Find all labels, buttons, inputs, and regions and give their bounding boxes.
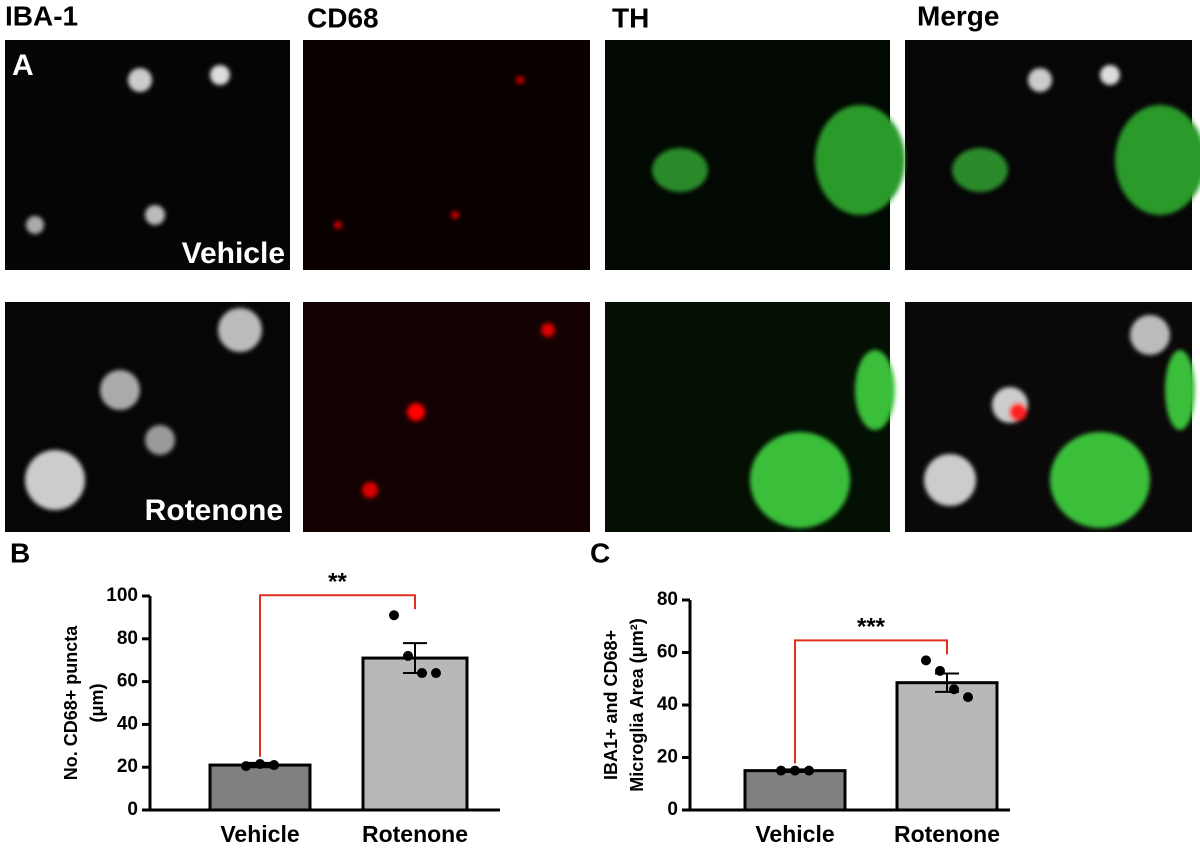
significance-label: *** — [857, 614, 886, 641]
data-point — [804, 765, 814, 776]
y-axis-label: No. CD68+ puncta — [61, 625, 81, 781]
y-tick-label: 60 — [117, 671, 138, 692]
y-axis-label: Microglia Area (μm²) — [627, 618, 647, 791]
y-tick-label: 20 — [117, 756, 138, 777]
data-point — [255, 758, 265, 769]
micrograph — [605, 302, 890, 532]
y-tick-label: 40 — [117, 713, 138, 734]
significance-bracket — [259, 594, 416, 757]
bar — [743, 769, 847, 812]
bar — [895, 681, 999, 812]
row-label: Rotenone — [145, 494, 283, 527]
significance-label: ** — [328, 569, 347, 596]
data-point — [776, 765, 786, 776]
y-tick-label: 80 — [657, 589, 678, 610]
y-tick-label: 60 — [657, 642, 678, 663]
micrograph — [303, 40, 590, 270]
y-tick-label: 0 — [127, 799, 138, 820]
column-header: TH — [612, 2, 649, 33]
column-header: IBA-1 — [5, 0, 78, 31]
data-point — [241, 761, 251, 772]
data-point — [403, 650, 413, 661]
micrograph — [303, 302, 590, 532]
y-tick-label: 20 — [657, 747, 678, 768]
x-tick-label: Vehicle — [220, 821, 299, 847]
significance-bracket — [794, 639, 948, 764]
y-tick-label: 100 — [106, 585, 138, 606]
bar — [208, 763, 312, 812]
column-header: Merge — [917, 0, 999, 31]
x-tick-label: Vehicle — [755, 821, 834, 847]
data-point — [417, 668, 427, 679]
x-tick-label: Rotenone — [362, 821, 468, 847]
data-point — [963, 692, 973, 703]
data-point — [921, 655, 931, 666]
cells — [25, 65, 1200, 528]
column-header: CD68 — [307, 2, 379, 33]
y-tick-label: 80 — [117, 628, 138, 649]
data-point — [269, 760, 279, 771]
bar — [361, 656, 469, 812]
row-label: Vehicle — [182, 237, 285, 270]
data-point — [389, 610, 399, 621]
y-tick-label: 40 — [657, 694, 678, 715]
micrographs — [5, 40, 1200, 532]
data-point — [949, 684, 959, 695]
y-axis-label: IBA1+ and CD68+ — [601, 630, 621, 780]
panel-label: C — [590, 537, 610, 568]
data-point — [935, 665, 945, 676]
y-axis-label: (μm) — [87, 683, 107, 722]
panel-label: A — [12, 49, 34, 82]
data-point — [431, 668, 441, 679]
data-point — [790, 765, 800, 776]
x-tick-label: Rotenone — [894, 821, 1000, 847]
panel-label: B — [10, 537, 30, 568]
y-tick-label: 0 — [667, 799, 678, 820]
